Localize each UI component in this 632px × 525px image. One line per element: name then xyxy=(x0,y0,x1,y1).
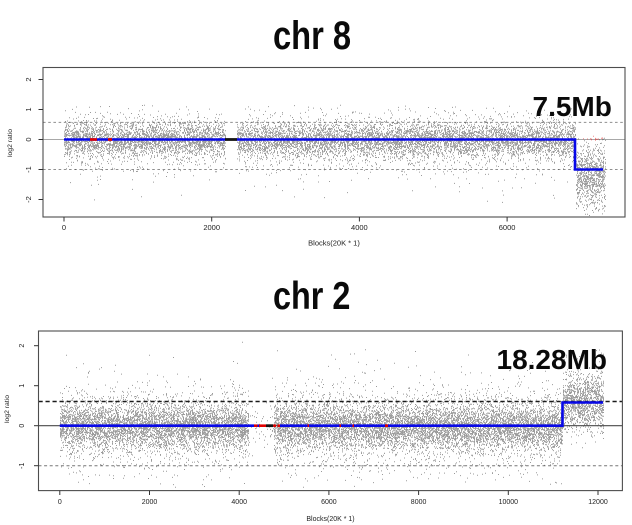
svg-text:log2 ratio: log2 ratio xyxy=(7,129,14,157)
svg-text:4000: 4000 xyxy=(351,223,368,232)
svg-text:6000: 6000 xyxy=(321,499,337,506)
svg-text:8000: 8000 xyxy=(411,499,427,506)
svg-text:log2 ratio: log2 ratio xyxy=(4,395,11,423)
svg-text:0: 0 xyxy=(19,424,26,428)
svg-text:0: 0 xyxy=(58,499,62,506)
svg-text:10000: 10000 xyxy=(499,499,519,506)
svg-text:Blocks(20K * 1): Blocks(20K * 1) xyxy=(306,516,354,523)
svg-text:6000: 6000 xyxy=(499,223,516,232)
svg-text:-2: -2 xyxy=(24,196,33,203)
svg-text:0: 0 xyxy=(62,223,66,232)
svg-text:1: 1 xyxy=(19,384,26,388)
svg-text:0: 0 xyxy=(24,137,33,141)
svg-text:2: 2 xyxy=(19,344,26,348)
svg-text:2000: 2000 xyxy=(203,223,220,232)
svg-text:2: 2 xyxy=(24,77,33,81)
svg-text:1: 1 xyxy=(24,107,33,111)
svg-text:12000: 12000 xyxy=(588,499,608,506)
svg-text:-1: -1 xyxy=(24,166,33,173)
svg-text:Blocks(20K * 1): Blocks(20K * 1) xyxy=(308,239,360,248)
svg-text:-1: -1 xyxy=(19,462,26,468)
svg-text:4000: 4000 xyxy=(231,499,247,506)
svg-text:2000: 2000 xyxy=(142,499,158,506)
